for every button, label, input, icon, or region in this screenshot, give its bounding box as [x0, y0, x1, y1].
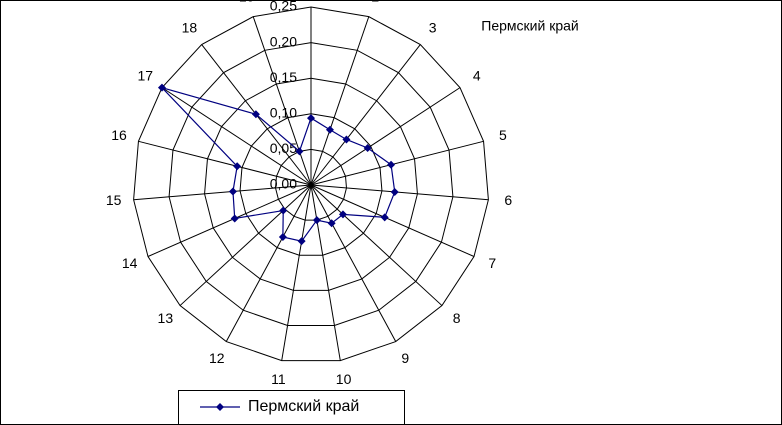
- marker: [278, 232, 287, 241]
- marker: [295, 147, 304, 156]
- r-tick-label: 0,10: [270, 105, 297, 121]
- r-tick-label: 0,15: [270, 69, 297, 85]
- category-label: 12: [209, 350, 225, 366]
- category-label: 8: [453, 310, 461, 326]
- category-label: 19: [239, 0, 255, 4]
- spoke: [310, 184, 397, 342]
- marker: [338, 210, 347, 219]
- category-label: 3: [429, 19, 437, 35]
- category-label: 2: [371, 0, 379, 4]
- marker: [157, 83, 166, 92]
- category-label: 13: [158, 310, 174, 326]
- category-label: 7: [488, 255, 496, 271]
- spoke: [138, 140, 312, 186]
- category-label: 17: [137, 67, 153, 83]
- spoke: [310, 44, 421, 186]
- category-label: 15: [106, 192, 122, 208]
- marker: [230, 214, 239, 223]
- category-label: 4: [473, 67, 481, 83]
- marker: [251, 110, 260, 119]
- spoke: [310, 16, 370, 186]
- spoke: [310, 184, 341, 361]
- spoke: [281, 184, 312, 361]
- spoke: [310, 87, 461, 186]
- r-tick-label: 0,00: [270, 176, 297, 192]
- marker: [380, 213, 389, 222]
- category-label: 14: [122, 255, 138, 271]
- category-label: 18: [182, 19, 198, 35]
- marker: [297, 237, 306, 246]
- spoke: [225, 184, 312, 342]
- grid-ring: [275, 148, 347, 221]
- grid-ring: [204, 77, 418, 291]
- legend-label: Пермский край: [248, 398, 359, 415]
- grid-ring: [239, 113, 383, 256]
- marker: [312, 216, 321, 225]
- spoke: [252, 16, 312, 186]
- marker: [233, 162, 242, 171]
- category-label: 5: [499, 127, 507, 143]
- grid-ring: [168, 42, 454, 326]
- grid-ring: [133, 6, 489, 362]
- category-label: 9: [401, 350, 409, 366]
- marker: [390, 187, 399, 196]
- marker: [325, 125, 334, 134]
- spoke: [147, 184, 312, 257]
- category-label: 16: [111, 127, 127, 143]
- r-tick-label: 0,05: [270, 140, 297, 156]
- spoke: [310, 184, 475, 257]
- spoke: [133, 184, 312, 201]
- legend-marker: [216, 403, 224, 411]
- spoke: [161, 87, 312, 186]
- category-label: 11: [271, 371, 286, 387]
- spoke: [310, 184, 443, 306]
- chart-title: Пермский край: [481, 18, 578, 34]
- category-label: 6: [504, 192, 512, 208]
- spoke: [310, 184, 489, 201]
- spoke: [179, 184, 312, 306]
- series-line: [160, 86, 396, 242]
- marker: [387, 160, 396, 169]
- marker: [327, 219, 336, 228]
- spoke: [310, 140, 484, 186]
- category-label: 10: [336, 371, 352, 387]
- marker: [307, 114, 315, 123]
- marker: [228, 187, 237, 196]
- marker: [363, 144, 372, 153]
- marker: [342, 135, 351, 144]
- marker: [279, 206, 288, 215]
- r-tick-label: 0,20: [270, 33, 297, 49]
- r-tick-label: 0,25: [270, 0, 297, 14]
